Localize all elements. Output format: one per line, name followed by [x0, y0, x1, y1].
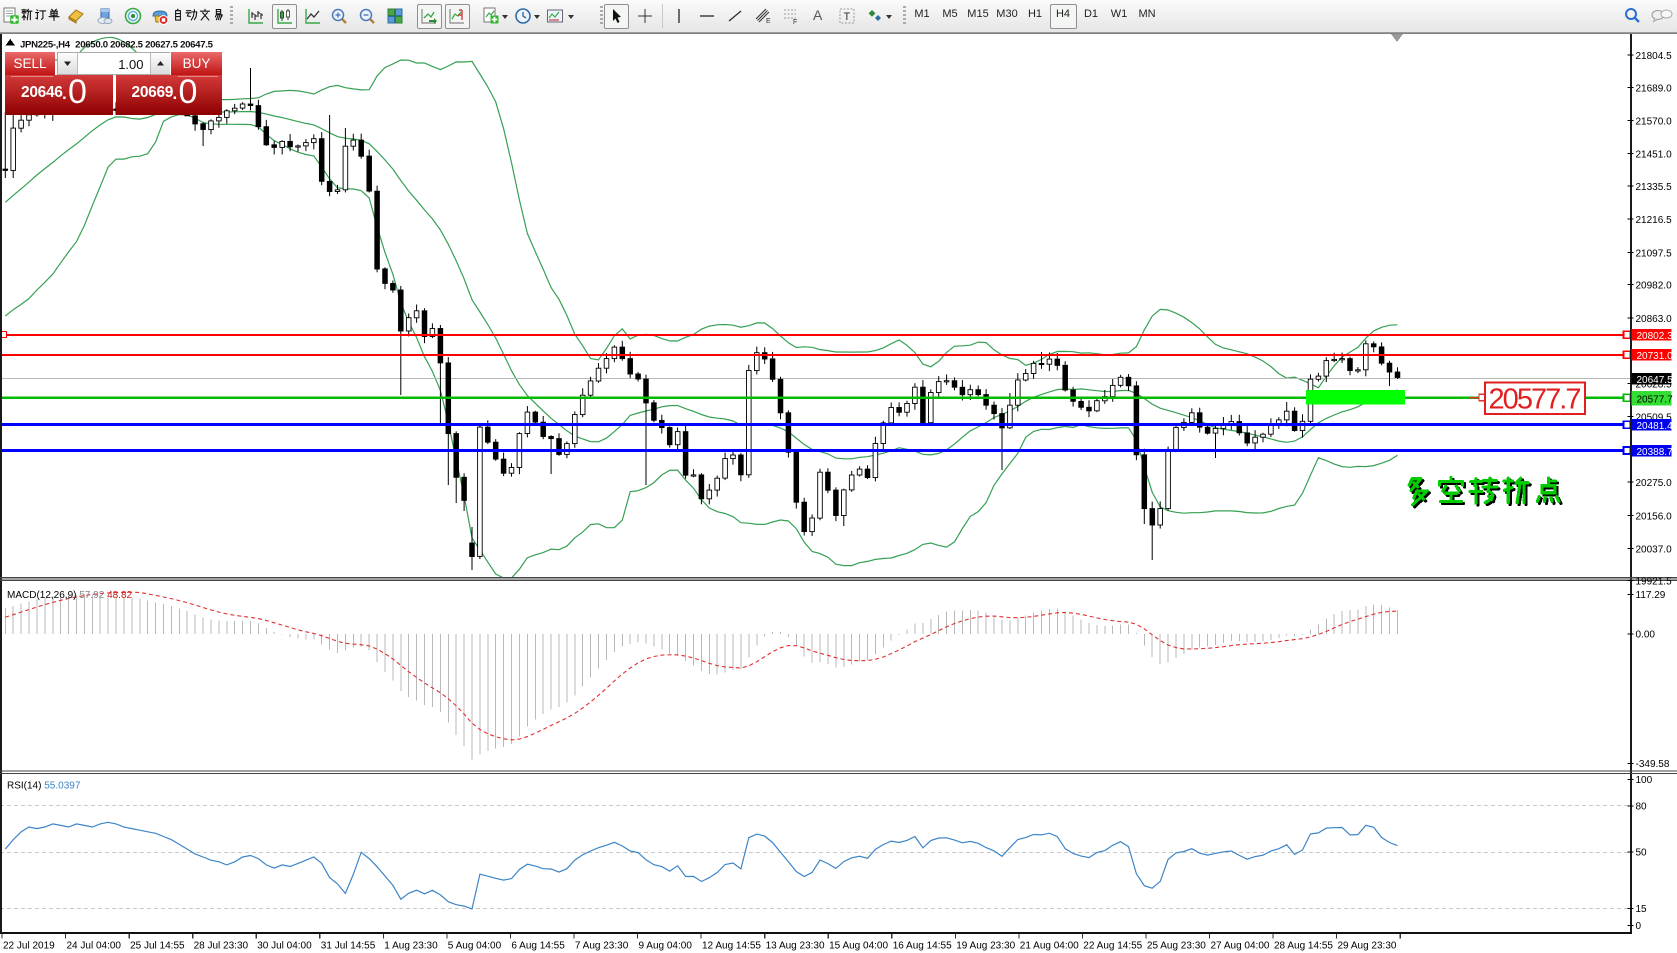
- svg-text:6 Aug 14:55: 6 Aug 14:55: [511, 941, 565, 952]
- svg-text:21335.5: 21335.5: [1636, 182, 1673, 193]
- svg-text:100: 100: [1636, 775, 1653, 786]
- svg-text:20647.5: 20647.5: [1637, 375, 1674, 386]
- svg-text:16 Aug 14:55: 16 Aug 14:55: [893, 941, 952, 952]
- svg-text:1 Aug 23:30: 1 Aug 23:30: [384, 941, 438, 952]
- svg-text:20509.5: 20509.5: [1636, 413, 1673, 424]
- svg-text:25 Jul 14:55: 25 Jul 14:55: [130, 941, 185, 952]
- svg-text:21689.0: 21689.0: [1636, 83, 1673, 94]
- svg-text:21804.5: 21804.5: [1636, 51, 1673, 62]
- svg-text:30 Jul 04:00: 30 Jul 04:00: [257, 941, 312, 952]
- svg-text:27 Aug 04:00: 27 Aug 04:00: [1211, 941, 1270, 952]
- svg-text:20802.3: 20802.3: [1637, 331, 1674, 342]
- svg-text:15: 15: [1636, 904, 1648, 915]
- svg-text:31 Jul 14:55: 31 Jul 14:55: [321, 941, 376, 952]
- svg-text:MACD(12,26,9) 57.92 48.82: MACD(12,26,9) 57.92 48.82: [7, 590, 133, 601]
- svg-text:117.29: 117.29: [1636, 590, 1666, 601]
- svg-text:12 Aug 14:55: 12 Aug 14:55: [702, 941, 761, 952]
- svg-text:-349.58: -349.58: [1636, 759, 1670, 770]
- svg-text:25 Aug 23:30: 25 Aug 23:30: [1147, 941, 1206, 952]
- svg-text:0: 0: [1636, 921, 1642, 932]
- svg-text:20481.4: 20481.4: [1637, 421, 1674, 432]
- svg-text:28 Aug 14:55: 28 Aug 14:55: [1274, 941, 1333, 952]
- svg-text:JPN225-,H4 20650.0 20682.5 206: JPN225-,H4 20650.0 20682.5 20627.5 20647…: [20, 40, 214, 51]
- svg-text:E: E: [766, 18, 771, 25]
- svg-text:21097.5: 21097.5: [1636, 248, 1673, 259]
- svg-text:20982.0: 20982.0: [1636, 281, 1673, 292]
- svg-text:21216.5: 21216.5: [1636, 215, 1673, 226]
- svg-text:50: 50: [1636, 848, 1648, 859]
- svg-text:20628.5: 20628.5: [1636, 379, 1673, 390]
- svg-text:21451.0: 21451.0: [1636, 150, 1673, 161]
- svg-text:29 Aug 23:30: 29 Aug 23:30: [1338, 941, 1397, 952]
- svg-text:20388.7: 20388.7: [1637, 447, 1674, 458]
- svg-text:0.00: 0.00: [1636, 630, 1656, 641]
- svg-text:21570.0: 21570.0: [1636, 117, 1673, 128]
- svg-text:24 Jul 04:00: 24 Jul 04:00: [67, 941, 122, 952]
- svg-text:20577.7: 20577.7: [1637, 394, 1674, 405]
- svg-text:19 Aug 23:30: 19 Aug 23:30: [956, 941, 1015, 952]
- svg-text:20156.0: 20156.0: [1636, 511, 1673, 522]
- svg-text:19921.5: 19921.5: [1636, 577, 1673, 588]
- svg-text:22 Aug 14:55: 22 Aug 14:55: [1083, 941, 1142, 952]
- svg-text:22 Jul 2019: 22 Jul 2019: [3, 941, 55, 952]
- svg-text:20577.7: 20577.7: [1489, 384, 1582, 416]
- svg-text:5 Aug 04:00: 5 Aug 04:00: [448, 941, 502, 952]
- svg-text:20037.0: 20037.0: [1636, 545, 1673, 556]
- svg-text:80: 80: [1636, 801, 1648, 812]
- svg-text:28 Jul 23:30: 28 Jul 23:30: [194, 941, 249, 952]
- svg-text:21 Aug 04:00: 21 Aug 04:00: [1020, 941, 1079, 952]
- svg-text:7 Aug 23:30: 7 Aug 23:30: [575, 941, 629, 952]
- svg-text:20731.0: 20731.0: [1637, 351, 1674, 362]
- svg-text:20863.0: 20863.0: [1636, 314, 1673, 325]
- svg-text:13 Aug 23:30: 13 Aug 23:30: [766, 941, 825, 952]
- svg-text:15 Aug 04:00: 15 Aug 04:00: [829, 941, 888, 952]
- svg-text:RSI(14) 55.0397: RSI(14) 55.0397: [7, 781, 81, 792]
- svg-text:T: T: [844, 11, 851, 23]
- svg-text:F: F: [793, 19, 797, 25]
- svg-text:20275.0: 20275.0: [1636, 478, 1673, 489]
- svg-text:9 Aug 04:00: 9 Aug 04:00: [639, 941, 693, 952]
